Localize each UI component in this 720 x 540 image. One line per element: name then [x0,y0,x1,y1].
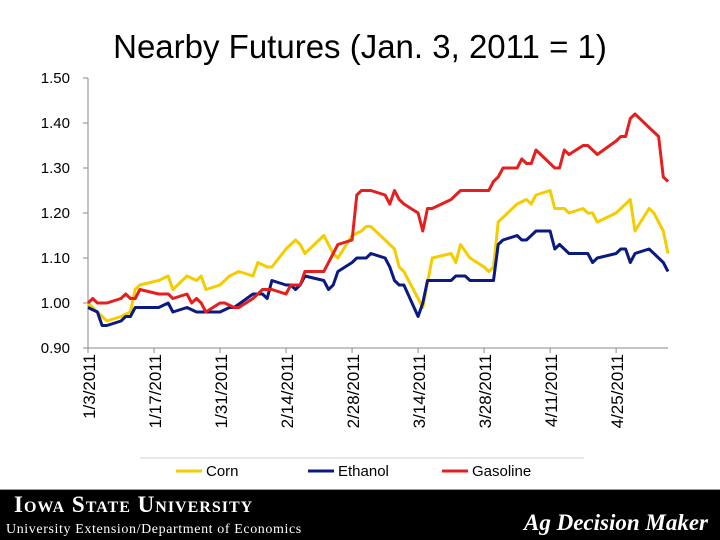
y-tick-label: 1.40 [41,115,70,132]
legend-label-gasoline: Gasoline [472,463,531,480]
x-tick-label: 1/17/2011 [146,354,165,428]
x-tick-label: 4/25/2011 [608,354,627,428]
legend-label-corn: Corn [206,463,239,480]
institution-wordmark: Iowa State University [14,492,254,517]
footer-banner: Iowa State University University Extensi… [0,490,720,540]
series-line-gasoline [86,112,670,314]
series-lines [86,112,670,327]
footer-divider [0,489,720,490]
y-axis-ticks: 0.90 1.00 1.10 1.20 1.30 1.40 1.50 [41,70,88,357]
y-tick-label: 1.00 [41,295,70,312]
series-line-ethanol [87,229,670,327]
x-tick-label: 3/28/2011 [476,354,495,428]
y-tick-label: 1.20 [41,205,70,222]
x-axis-ticks: 1/3/2011 1/17/2011 1/31/2011 2/14/2011 2/28/… [80,348,627,428]
chart-axes [87,78,668,349]
x-tick-label: 1/3/2011 [80,354,99,419]
y-tick-label: 0.90 [41,340,70,357]
y-tick-label: 1.50 [41,70,70,87]
x-tick-label: 3/14/2011 [410,354,429,428]
y-tick-label: 1.30 [41,160,70,177]
x-tick-label: 2/28/2011 [344,354,363,428]
legend-label-ethanol: Ethanol [338,463,389,480]
brand-wordmark: Ag Decision Maker [524,510,708,535]
chart-title: Nearby Futures (Jan. 3, 2011 = 1) [113,28,607,65]
x-tick-label: 4/11/2011 [542,354,561,427]
y-tick-label: 1.10 [41,250,70,267]
legend: Corn Ethanol Gasoline [140,457,584,480]
series-line-corn [86,189,670,323]
x-tick-label: 1/31/2011 [212,354,231,428]
line-chart: 0.90 1.00 1.10 1.20 1.30 1.40 1.50 1/3/2011 1/1… [41,70,670,480]
x-tick-label: 2/14/2011 [278,354,297,428]
department-label: University Extension/Department of Econo… [6,522,302,537]
